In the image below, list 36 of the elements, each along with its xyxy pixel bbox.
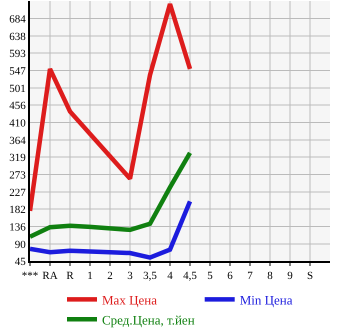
y-tick-label: 593	[9, 48, 26, 60]
y-tick-label: 45	[14, 256, 26, 268]
y-tick-label: 90	[14, 238, 26, 251]
x-tick-label: 2	[107, 270, 113, 282]
x-tick-label: 1	[87, 270, 93, 282]
y-tick-label: 638	[9, 30, 26, 43]
y-tick-label: 684	[9, 13, 26, 26]
x-tick-label: 3	[127, 270, 134, 282]
y-tick-label: 364	[9, 134, 26, 147]
x-tick-label: 4,5	[183, 270, 198, 282]
y-tick-label: 319	[9, 152, 26, 164]
legend-label: Max Цена	[102, 292, 158, 308]
y-tick-label: 456	[9, 100, 26, 112]
x-tick-label: 3,5	[143, 270, 158, 282]
x-tick-label: ***	[22, 270, 38, 282]
y-tick-label: 410	[9, 117, 26, 130]
y-tick-label: 547	[9, 65, 26, 78]
x-tick-label: 4	[167, 270, 174, 282]
x-tick-label: 6	[227, 270, 234, 282]
line-series	[30, 150, 192, 239]
legend-label: Min Цена	[240, 292, 293, 308]
x-tick-label: 5	[207, 270, 214, 282]
line-series	[30, 199, 192, 260]
y-tick-label: 273	[9, 169, 26, 182]
x-tick-label: R	[66, 270, 74, 282]
x-tick-label: 8	[267, 270, 274, 282]
x-tick-label: RA	[42, 270, 58, 282]
x-tick-label: S	[306, 270, 314, 282]
legend-label: Сред.Цена, т.йен	[102, 312, 195, 328]
y-tick-label: 182	[9, 204, 26, 216]
x-tick-label: 7	[247, 270, 254, 282]
y-tick-label: 227	[9, 186, 26, 199]
y-tick-label: 136	[9, 221, 26, 234]
y-tick-label: 501	[9, 82, 26, 95]
x-tick-label: 9	[287, 270, 294, 282]
line-series	[30, 2, 192, 214]
